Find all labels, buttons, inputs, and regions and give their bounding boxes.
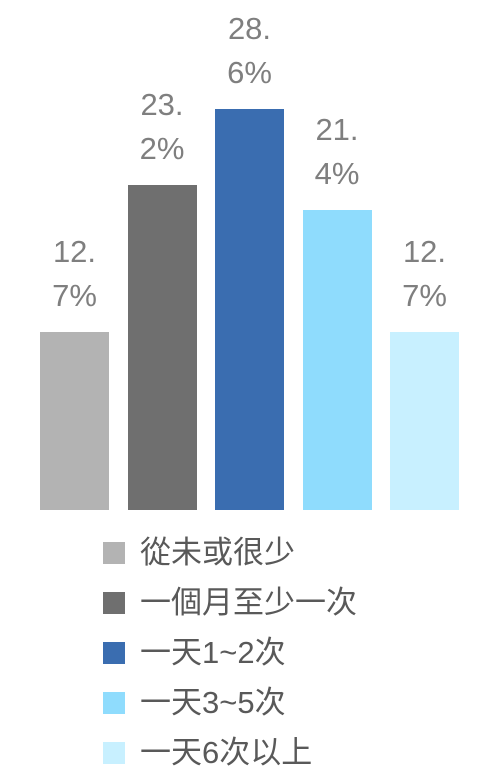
legend-label: 一個月至少一次: [140, 585, 357, 620]
data-label: 28.6%: [227, 11, 272, 90]
data-label: 23.2%: [139, 86, 185, 166]
data-label: 21.4%: [314, 111, 360, 191]
legend-swatch: [103, 742, 125, 764]
legend-label: 從未或很少: [140, 535, 295, 570]
bar: [390, 331, 459, 510]
bar: [127, 184, 197, 510]
legend-label: 一天6次以上: [140, 735, 313, 770]
legend-label: 一天3~5次: [140, 685, 286, 720]
legend-swatch: [103, 592, 125, 614]
data-label: 12.7%: [402, 233, 447, 313]
bar: [40, 331, 109, 510]
legend-label: 一天1~2次: [140, 635, 286, 670]
bar: [302, 209, 372, 510]
legend-swatch: [103, 692, 125, 714]
data-label: 12.7%: [52, 233, 97, 313]
legend-swatch: [103, 642, 125, 664]
legend-swatch: [103, 542, 125, 564]
bar: [215, 109, 284, 510]
